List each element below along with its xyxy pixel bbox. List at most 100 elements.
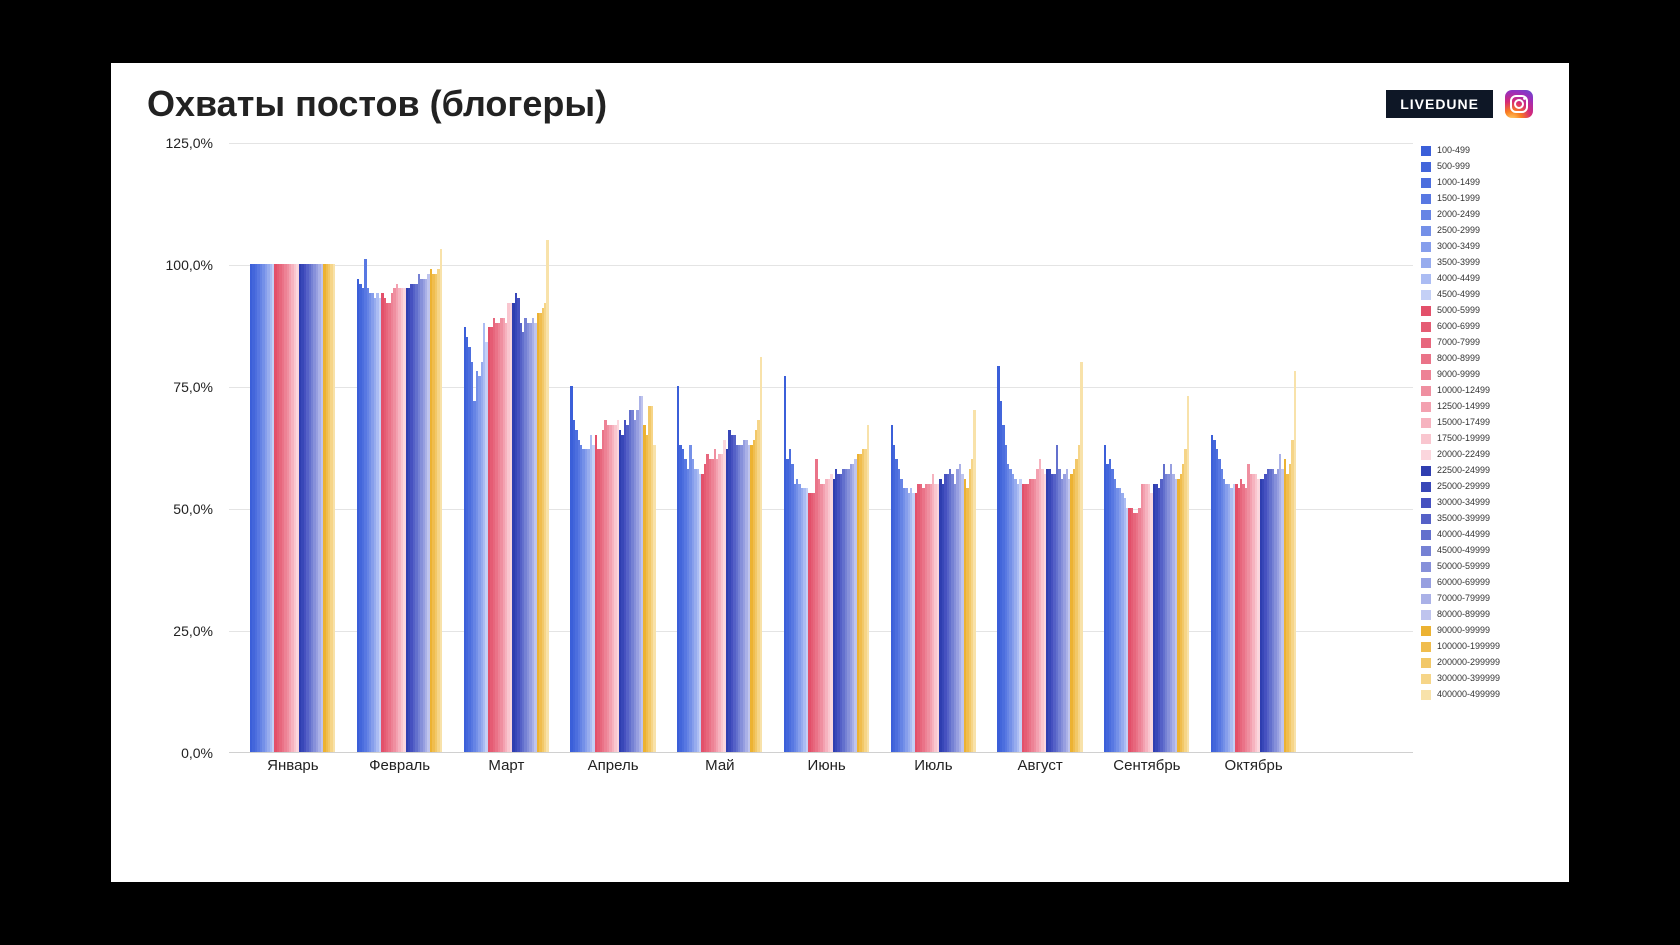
legend-label: 4000-4499 bbox=[1437, 271, 1480, 286]
legend-swatch bbox=[1421, 434, 1431, 444]
x-tick-label: Май bbox=[705, 757, 734, 774]
legend-label: 300000-399999 bbox=[1437, 671, 1500, 686]
legend-label: 400000-499999 bbox=[1437, 687, 1500, 702]
legend-label: 90000-99999 bbox=[1437, 623, 1490, 638]
legend-swatch bbox=[1421, 674, 1431, 684]
y-tick-label: 100,0% bbox=[166, 257, 213, 273]
legend-item: 22500-24999 bbox=[1421, 463, 1551, 479]
legend-swatch bbox=[1421, 482, 1431, 492]
legend-item: 1500-1999 bbox=[1421, 191, 1551, 207]
bar bbox=[333, 264, 335, 752]
legend-item: 4000-4499 bbox=[1421, 271, 1551, 287]
legend-item: 8000-8999 bbox=[1421, 351, 1551, 367]
legend-label: 22500-24999 bbox=[1437, 463, 1490, 478]
legend-swatch bbox=[1421, 418, 1431, 428]
header-right: LIVEDUNE bbox=[1386, 90, 1533, 118]
legend-item: 50000-59999 bbox=[1421, 559, 1551, 575]
y-tick-label: 125,0% bbox=[166, 135, 213, 151]
legend-swatch bbox=[1421, 354, 1431, 364]
legend-swatch bbox=[1421, 146, 1431, 156]
gridline bbox=[229, 143, 1413, 144]
legend-swatch bbox=[1421, 226, 1431, 236]
legend-label: 15000-17499 bbox=[1437, 415, 1490, 430]
slide-container: Охваты постов (блогеры) LIVEDUNE bbox=[111, 63, 1569, 882]
legend-swatch bbox=[1421, 626, 1431, 636]
legend-item: 100-499 bbox=[1421, 143, 1551, 159]
plot-area bbox=[229, 143, 1413, 753]
month-group bbox=[997, 362, 1083, 752]
x-tick-label: Февраль bbox=[369, 757, 430, 774]
legend-swatch bbox=[1421, 466, 1431, 476]
legend-swatch bbox=[1421, 290, 1431, 300]
x-tick-label: Июль bbox=[914, 757, 952, 774]
bar bbox=[440, 249, 442, 752]
legend-swatch bbox=[1421, 274, 1431, 284]
legend-swatch bbox=[1421, 498, 1431, 508]
legend-item: 300000-399999 bbox=[1421, 671, 1551, 687]
legend-item: 2500-2999 bbox=[1421, 223, 1551, 239]
x-tick-label: Январь bbox=[267, 757, 318, 774]
month-group bbox=[1211, 371, 1297, 752]
legend-item: 3000-3499 bbox=[1421, 239, 1551, 255]
legend-swatch bbox=[1421, 610, 1431, 620]
chart-title: Охваты постов (блогеры) bbox=[147, 83, 607, 125]
x-axis: ЯнварьФевральМартАпрельМайИюньИюльАвгуст… bbox=[229, 757, 1413, 787]
month-group bbox=[357, 249, 443, 752]
legend-item: 15000-17499 bbox=[1421, 415, 1551, 431]
legend-label: 9000-9999 bbox=[1437, 367, 1480, 382]
legend-label: 8000-8999 bbox=[1437, 351, 1480, 366]
legend-swatch bbox=[1421, 338, 1431, 348]
legend-label: 35000-39999 bbox=[1437, 511, 1490, 526]
chart-wrap: 0,0%25,0%50,0%75,0%100,0%125,0% ЯнварьФе… bbox=[131, 143, 1421, 823]
legend-swatch bbox=[1421, 178, 1431, 188]
legend-label: 10000-12499 bbox=[1437, 383, 1490, 398]
legend-swatch bbox=[1421, 530, 1431, 540]
legend-item: 20000-22499 bbox=[1421, 447, 1551, 463]
month-group bbox=[1104, 396, 1190, 752]
legend-label: 1500-1999 bbox=[1437, 191, 1480, 206]
x-tick-label: Октябрь bbox=[1225, 757, 1283, 774]
legend-label: 5000-5999 bbox=[1437, 303, 1480, 318]
bar bbox=[867, 425, 869, 752]
month-group bbox=[570, 386, 656, 752]
y-tick-label: 75,0% bbox=[173, 379, 213, 395]
legend-item: 4500-4999 bbox=[1421, 287, 1551, 303]
legend-item: 30000-34999 bbox=[1421, 495, 1551, 511]
legend-swatch bbox=[1421, 578, 1431, 588]
y-tick-label: 0,0% bbox=[181, 745, 213, 761]
legend-label: 20000-22499 bbox=[1437, 447, 1490, 462]
legend-swatch bbox=[1421, 514, 1431, 524]
x-tick-label: Март bbox=[488, 757, 524, 774]
x-tick-label: Сентябрь bbox=[1113, 757, 1180, 774]
legend-item: 2000-2499 bbox=[1421, 207, 1551, 223]
legend-label: 25000-29999 bbox=[1437, 479, 1490, 494]
instagram-icon bbox=[1505, 90, 1533, 118]
legend-label: 4500-4999 bbox=[1437, 287, 1480, 302]
brand-badge: LIVEDUNE bbox=[1386, 90, 1493, 118]
legend-label: 70000-79999 bbox=[1437, 591, 1490, 606]
legend-label: 100000-199999 bbox=[1437, 639, 1500, 654]
legend-item: 7000-7999 bbox=[1421, 335, 1551, 351]
legend-item: 90000-99999 bbox=[1421, 623, 1551, 639]
legend-label: 60000-69999 bbox=[1437, 575, 1490, 590]
legend-item: 10000-12499 bbox=[1421, 383, 1551, 399]
legend-swatch bbox=[1421, 402, 1431, 412]
bar bbox=[653, 445, 655, 752]
legend-label: 6000-6999 bbox=[1437, 319, 1480, 334]
legend-item: 12500-14999 bbox=[1421, 399, 1551, 415]
legend-item: 5000-5999 bbox=[1421, 303, 1551, 319]
legend-label: 2500-2999 bbox=[1437, 223, 1480, 238]
month-group bbox=[891, 410, 977, 752]
legend-item: 80000-89999 bbox=[1421, 607, 1551, 623]
legend-label: 45000-49999 bbox=[1437, 543, 1490, 558]
y-tick-label: 25,0% bbox=[173, 623, 213, 639]
legend-label: 30000-34999 bbox=[1437, 495, 1490, 510]
legend-label: 7000-7999 bbox=[1437, 335, 1480, 350]
legend-item: 9000-9999 bbox=[1421, 367, 1551, 383]
legend-swatch bbox=[1421, 562, 1431, 572]
legend-swatch bbox=[1421, 242, 1431, 252]
legend-item: 17500-19999 bbox=[1421, 431, 1551, 447]
legend-swatch bbox=[1421, 162, 1431, 172]
bar bbox=[546, 240, 548, 752]
legend-item: 45000-49999 bbox=[1421, 543, 1551, 559]
